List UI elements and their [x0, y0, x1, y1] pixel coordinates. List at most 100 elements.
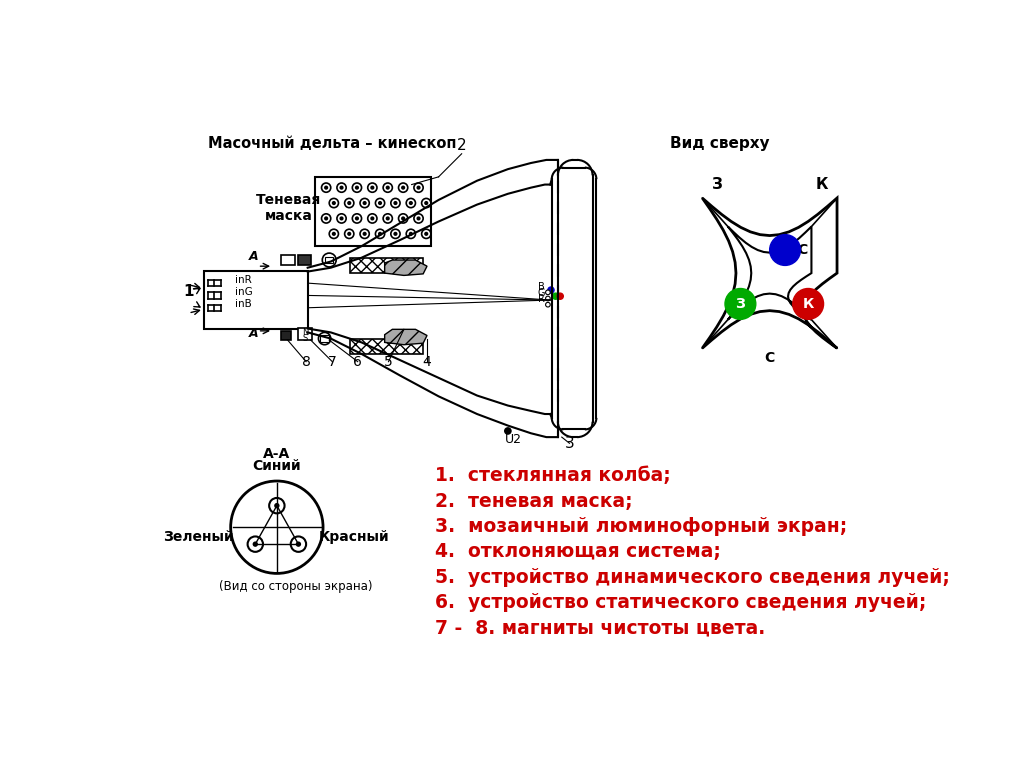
Bar — [319, 336, 330, 342]
Circle shape — [230, 481, 323, 574]
Circle shape — [424, 232, 428, 236]
Circle shape — [340, 217, 344, 220]
Text: А-А: А-А — [263, 447, 291, 461]
Text: 7 -  8. магниты чистоты цвета.: 7 - 8. магниты чистоты цвета. — [435, 618, 765, 637]
Text: 6: 6 — [353, 355, 362, 369]
Circle shape — [376, 229, 385, 238]
Circle shape — [383, 183, 392, 192]
Circle shape — [330, 229, 339, 238]
Text: 6.  устройство статического сведения лучей;: 6. устройство статического сведения луче… — [435, 593, 926, 612]
Text: (Вид со стороны экрана): (Вид со стороны экрана) — [219, 581, 373, 594]
Bar — [298, 328, 312, 340]
Circle shape — [409, 201, 413, 205]
Circle shape — [332, 201, 336, 205]
Circle shape — [401, 186, 406, 190]
Circle shape — [360, 198, 370, 207]
Circle shape — [347, 201, 351, 205]
Circle shape — [378, 201, 382, 205]
Circle shape — [332, 232, 336, 236]
Circle shape — [368, 183, 377, 192]
Text: 2.  теневая маска;: 2. теневая маска; — [435, 492, 633, 511]
Text: К: К — [815, 177, 827, 192]
Circle shape — [340, 186, 344, 190]
Circle shape — [383, 214, 392, 223]
Circle shape — [386, 186, 390, 190]
Bar — [350, 339, 423, 354]
Text: 2: 2 — [457, 138, 467, 153]
Circle shape — [337, 183, 346, 192]
Circle shape — [362, 201, 367, 205]
Circle shape — [322, 183, 331, 192]
Text: 7: 7 — [328, 355, 337, 369]
Circle shape — [553, 293, 559, 300]
Text: А: А — [249, 327, 259, 340]
Circle shape — [337, 214, 346, 223]
Polygon shape — [385, 260, 427, 276]
Text: 1.  стеклянная колба;: 1. стеклянная колба; — [435, 466, 671, 485]
Circle shape — [557, 293, 563, 300]
Circle shape — [376, 198, 385, 207]
Text: К: К — [803, 297, 814, 311]
Circle shape — [371, 186, 375, 190]
Text: Зеленый: Зеленый — [163, 530, 233, 544]
Text: Синий: Синий — [253, 459, 301, 473]
Circle shape — [398, 183, 408, 192]
Text: U2: U2 — [505, 433, 522, 446]
Circle shape — [291, 537, 306, 552]
Circle shape — [422, 198, 431, 207]
Circle shape — [407, 229, 416, 238]
Bar — [326, 257, 333, 263]
Text: S: S — [303, 334, 308, 343]
Circle shape — [378, 232, 382, 236]
Text: G: G — [538, 288, 545, 298]
Bar — [350, 258, 423, 273]
Circle shape — [296, 541, 301, 547]
Circle shape — [393, 201, 397, 205]
Text: Теневая
маска: Теневая маска — [256, 193, 322, 223]
Circle shape — [725, 289, 756, 319]
Circle shape — [417, 186, 421, 190]
Circle shape — [414, 183, 423, 192]
Circle shape — [386, 217, 390, 220]
Text: 4.  отклоняющая система;: 4. отклоняющая система; — [435, 542, 721, 561]
Text: inB: inB — [234, 299, 251, 309]
Circle shape — [345, 229, 354, 238]
Circle shape — [407, 198, 416, 207]
Circle shape — [253, 541, 258, 547]
Text: inG: inG — [234, 286, 252, 296]
Text: 5.  устройство динамического сведения лучей;: 5. устройство динамического сведения луч… — [435, 568, 949, 587]
Circle shape — [324, 217, 329, 220]
Text: С: С — [797, 243, 807, 257]
Circle shape — [546, 303, 550, 307]
Text: Масочный дельта – кинескоп: Масочный дельта – кинескоп — [208, 136, 456, 151]
Circle shape — [504, 427, 512, 435]
Text: С: С — [765, 351, 775, 365]
Circle shape — [793, 289, 823, 319]
Circle shape — [417, 217, 421, 220]
Circle shape — [422, 229, 431, 238]
Text: 3.  мозаичный люминофорный экран;: 3. мозаичный люминофорный экран; — [435, 517, 847, 536]
Circle shape — [398, 214, 408, 223]
Circle shape — [401, 217, 406, 220]
Circle shape — [414, 214, 423, 223]
Circle shape — [548, 287, 554, 293]
Circle shape — [322, 214, 331, 223]
Circle shape — [770, 234, 801, 266]
Circle shape — [393, 232, 397, 236]
Polygon shape — [385, 329, 427, 345]
Circle shape — [330, 198, 339, 207]
Circle shape — [352, 183, 361, 192]
Text: 1: 1 — [183, 284, 194, 300]
Text: А: А — [249, 250, 259, 263]
Circle shape — [546, 296, 550, 301]
Circle shape — [409, 232, 413, 236]
Circle shape — [248, 537, 263, 552]
Circle shape — [391, 198, 400, 207]
Text: B: B — [538, 282, 545, 292]
Bar — [281, 331, 292, 340]
Text: Красный: Красный — [318, 530, 389, 544]
Text: Вид сверху: Вид сверху — [670, 136, 769, 151]
Circle shape — [391, 229, 400, 238]
Circle shape — [362, 232, 367, 236]
Text: 5: 5 — [384, 355, 393, 369]
